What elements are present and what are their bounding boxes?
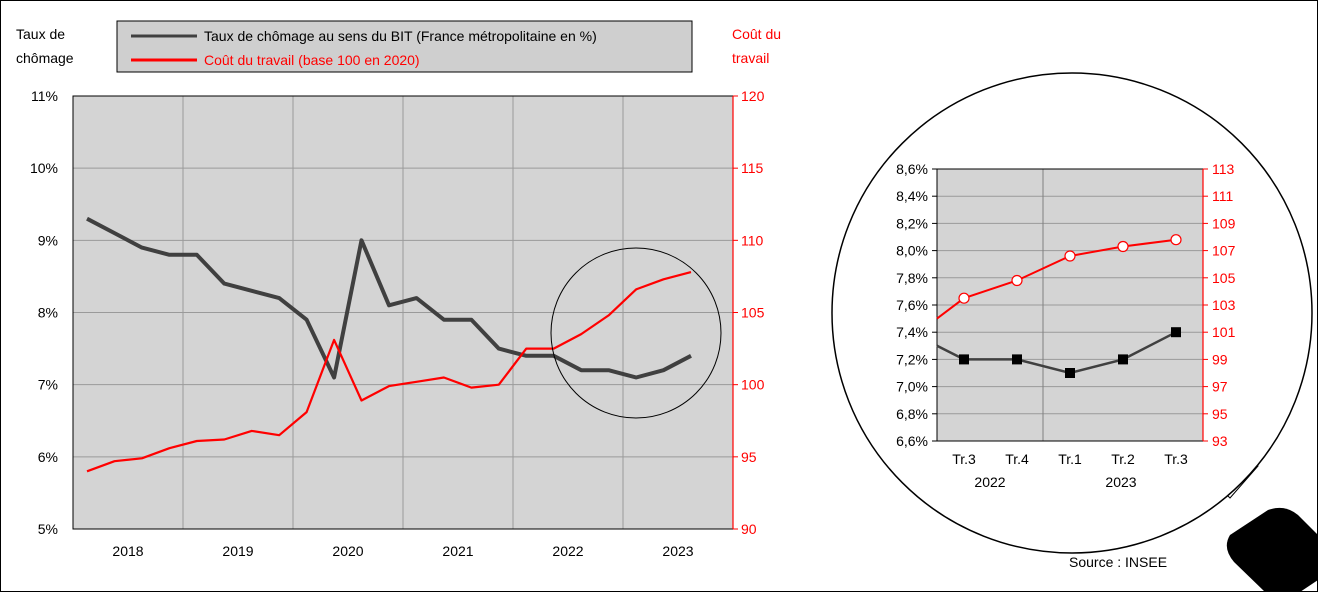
zoom-unemployment-marker xyxy=(1118,354,1128,365)
zoom-right-tick: 111 xyxy=(1212,188,1233,204)
zoom-unemployment-marker xyxy=(1065,368,1075,378)
main-x-tick: 2020 xyxy=(332,543,363,559)
zoom-labour-cost-marker xyxy=(1064,250,1076,262)
main-x-tick: 2018 xyxy=(112,543,143,559)
main-x-tick: 2022 xyxy=(552,543,583,559)
zoom-left-tick: 7,8% xyxy=(896,270,928,286)
zoom-right-tick: 95 xyxy=(1212,406,1228,422)
main-left-tick: 11% xyxy=(31,88,58,104)
main-left-tick: 9% xyxy=(38,232,58,248)
legend: Taux de chômage au sens du BIT (France m… xyxy=(116,20,693,73)
zoom-labour-cost-marker xyxy=(1117,240,1129,253)
zoom-labour-cost-marker xyxy=(958,292,970,304)
main-left-tick: 8% xyxy=(38,305,58,321)
zoom-right-tick: 107 xyxy=(1212,243,1236,259)
zoom-labour-cost-marker xyxy=(1170,234,1182,246)
main-left-tick: 5% xyxy=(38,521,58,537)
zoom-left-tick: 6,8% xyxy=(896,406,928,422)
main-x-tick: 2021 xyxy=(442,543,473,559)
zoom-year-label: 2022 xyxy=(974,474,1005,490)
zoom-left-tick: 7,2% xyxy=(896,351,928,367)
main-right-tick-labels: 90 95 100 105 110 115 120 xyxy=(733,88,765,537)
main-right-tick: 115 xyxy=(741,160,764,176)
zoom-right-tick: 109 xyxy=(1212,215,1236,231)
zoom-labour-cost-marker xyxy=(1011,274,1023,287)
zoom-x-tick-labels: Tr.3 Tr.4 Tr.1 Tr.2 Tr.3 2022 2023 xyxy=(952,451,1188,490)
zoom-horizontal-gridlines xyxy=(937,195,1203,415)
main-right-tick: 90 xyxy=(741,521,757,537)
zoom-right-tick: 105 xyxy=(1212,270,1236,286)
left-axis-title-line1: Taux de xyxy=(16,26,65,42)
zoom-series-lines xyxy=(936,234,1182,378)
legend-unemployment-label: Taux de chômage au sens du BIT (France m… xyxy=(204,28,597,44)
zoom-unemployment-marker xyxy=(1012,354,1022,365)
legend-box xyxy=(116,20,693,73)
main-x-tick: 2019 xyxy=(222,543,253,559)
main-left-tick: 10% xyxy=(30,160,58,176)
main-right-tick: 110 xyxy=(741,232,764,248)
zoom-right-tick-labels: 93 95 97 99 101 103 105 107 109 111 113 xyxy=(1203,161,1236,449)
legend-labour-cost-label: Coût du travail (base 100 en 2020) xyxy=(204,52,420,68)
zoom-right-tick: 101 xyxy=(1212,324,1236,340)
right-axis-title-line1: Coût du xyxy=(732,26,781,42)
zoom-left-tick-labels: 6,6% 6,8% 7,0% 7,2% 7,4% 7,6% 7,8% 8,0% 8,2% 8,4%… xyxy=(896,161,937,449)
main-right-tick: 120 xyxy=(741,88,765,104)
zoom-right-tick: 113 xyxy=(1212,161,1235,177)
right-axis-title-line2: travail xyxy=(732,50,769,66)
zoom-x-tick: Tr.4 xyxy=(1005,451,1029,467)
main-right-tick: 100 xyxy=(741,377,765,393)
source-note: Source : INSEE xyxy=(1069,554,1167,570)
zoom-left-tick: 8,2% xyxy=(896,215,928,231)
labour-cost-line xyxy=(86,271,692,473)
zoom-right-tick: 97 xyxy=(1212,379,1228,395)
zoom-left-tick: 7,4% xyxy=(896,324,928,340)
zoom-x-tick: Tr.3 xyxy=(952,451,976,467)
zoom-left-tick: 8,6% xyxy=(896,161,928,177)
zoom-x-tick: Tr.3 xyxy=(1164,451,1188,467)
zoom-right-tick: 93 xyxy=(1212,433,1228,449)
zoom-left-tick: 6,6% xyxy=(896,433,928,449)
zoom-year-label: 2023 xyxy=(1105,474,1136,490)
zoom-highlight-circle xyxy=(550,247,722,419)
main-series-lines xyxy=(86,216,692,473)
zoom-left-tick: 8,4% xyxy=(896,188,928,204)
main-left-tick-labels: 5% 6% 7% 8% 9% 10% 11% xyxy=(30,88,58,537)
zoom-chart: 6,6% 6,8% 7,0% 7,2% 7,4% 7,6% 7,8% 8,0% 8,2% 8,4%… xyxy=(831,72,1313,554)
left-axis-title-line2: chômage xyxy=(16,50,74,66)
unemployment-line xyxy=(86,216,692,380)
zoom-x-tick: Tr.1 xyxy=(1058,451,1082,467)
zoom-left-tick: 7,0% xyxy=(896,379,928,395)
zoom-x-tick: Tr.2 xyxy=(1111,451,1135,467)
zoom-unemployment-marker xyxy=(959,354,969,365)
main-right-tick: 95 xyxy=(741,449,757,465)
main-chart: 5% 6% 7% 8% 9% 10% 11% 90 95 100 105 110 115 120 201… xyxy=(30,88,765,559)
main-left-tick: 6% xyxy=(38,449,58,465)
zoom-labour-cost-line xyxy=(936,238,1177,320)
zoom-right-tick: 103 xyxy=(1212,297,1236,313)
main-left-tick: 7% xyxy=(38,377,58,393)
zoom-left-tick: 7,6% xyxy=(896,297,928,313)
zoom-unemployment-marker xyxy=(1171,327,1181,338)
main-x-tick: 2023 xyxy=(662,543,693,559)
main-x-tick-labels: 2018 2019 2020 2021 2022 2023 xyxy=(112,543,693,559)
zoom-right-tick: 99 xyxy=(1212,351,1228,367)
main-right-tick: 105 xyxy=(741,305,765,321)
zoom-left-tick: 8,0% xyxy=(896,243,928,259)
